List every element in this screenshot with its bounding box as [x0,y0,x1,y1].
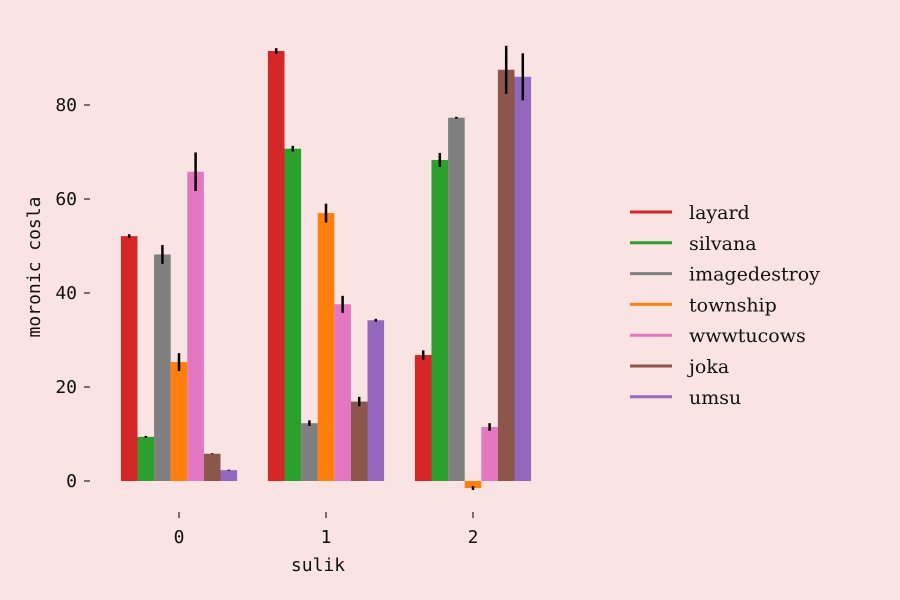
legend-label-layard: layard [689,202,750,224]
y-tick-label: 80 [55,95,77,116]
error-bars-layer [127,45,525,490]
bar-imagedestroy-2 [448,117,465,481]
bar-joka-1 [350,401,368,481]
bar-layard-0 [120,236,138,481]
bar-umsu-0 [220,470,238,481]
bar-township-2 [464,481,482,489]
legend-label-silvana: silvana [689,233,757,255]
bar-wwwtucows-0 [187,171,204,482]
bar-wwwtucows-1 [334,304,351,481]
y-tick-label: 60 [55,189,77,210]
x-tick-label: 0 [174,527,185,548]
bar-township-0 [170,362,188,481]
bar-silvana-1 [284,148,302,481]
legend-label-joka: joka [687,356,729,378]
legend-label-imagedestroy: imagedestroy [689,264,820,286]
bar-wwwtucows-2 [481,426,498,481]
bars-layer [120,50,532,489]
bar-joka-2 [497,69,515,481]
x-tick-label: 2 [468,527,479,548]
bar-silvana-0 [137,436,155,481]
y-axis: 0 20 40 60 80 [55,95,90,492]
bar-township-1 [317,213,335,481]
bar-joka-0 [203,453,221,481]
x-axis: 0 1 2 [174,512,479,548]
bar-layard-2 [414,355,432,481]
legend-label-umsu: umsu [689,387,741,409]
bar-silvana-2 [431,159,449,482]
bar-umsu-1 [367,320,385,481]
x-axis-label: sulik [291,555,345,576]
bar-umsu-2 [514,76,532,482]
bar-imagedestroy-1 [301,423,318,481]
legend-label-township: township [689,294,777,316]
y-tick-label: 0 [66,471,77,492]
legend-label-wwwtucows: wwwtucows [689,325,806,347]
y-axis-label: moronic cosla [24,197,45,338]
y-tick-label: 20 [55,377,77,398]
y-tick-label: 40 [55,283,77,304]
bar-layard-1 [267,50,285,481]
legend: layard silvana imagedestroy township wwwtuco… [630,202,820,409]
x-tick-label: 1 [321,527,332,548]
bar-imagedestroy-0 [154,254,171,481]
